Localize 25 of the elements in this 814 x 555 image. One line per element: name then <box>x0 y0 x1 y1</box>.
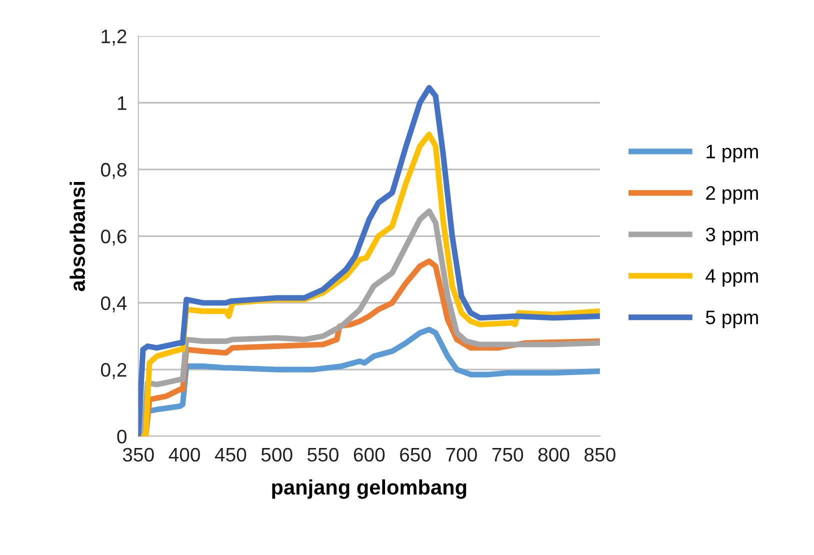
x-tick-label: 850 <box>584 448 616 462</box>
x-tick-label: 750 <box>492 448 524 462</box>
legend-label: 4 ppm <box>706 269 758 287</box>
y-tick-label: 0,2 <box>101 363 126 380</box>
x-tick-label: 500 <box>261 448 292 462</box>
x-tick-label: 800 <box>538 448 570 462</box>
legend-label: 3 ppm <box>706 228 758 246</box>
x-tick-label: 550 <box>308 448 338 462</box>
x-tick-label: 600 <box>354 448 385 462</box>
x-tick-label: 400 <box>168 448 200 462</box>
x-axis-title: panjang gelombang <box>272 479 466 499</box>
x-tick-label: 700 <box>446 448 477 462</box>
y-tick-label: 0,6 <box>101 230 126 246</box>
y-tick-label: 1 <box>118 96 126 110</box>
y-tick-label: 0,8 <box>101 162 126 179</box>
legend-label: 5 ppm <box>706 310 758 328</box>
y-tick-label: 0,4 <box>101 296 127 312</box>
y-axis-title: absorbansi <box>70 182 86 292</box>
legend-label: 2 ppm <box>706 186 758 204</box>
x-tick-label: 650 <box>400 448 431 462</box>
legend-label: 1 ppm <box>706 144 758 162</box>
y-tick-label: 0 <box>117 430 127 444</box>
x-tick-label: 450 <box>214 448 246 462</box>
y-tick-label: 1,2 <box>102 30 126 46</box>
x-tick-label: 350 <box>122 448 154 462</box>
